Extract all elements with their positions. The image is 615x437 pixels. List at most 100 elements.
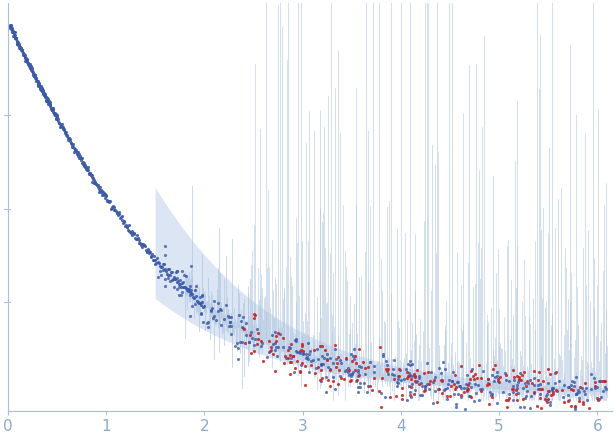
- Point: [224, 314, 234, 321]
- Point: [365, 382, 375, 389]
- Point: [145, 250, 154, 257]
- Point: [87, 173, 97, 180]
- Point: [433, 385, 443, 392]
- Point: [36, 85, 46, 92]
- Point: [256, 338, 266, 345]
- Point: [442, 385, 452, 392]
- Point: [64, 134, 74, 141]
- Point: [211, 316, 221, 323]
- Point: [451, 383, 461, 390]
- Point: [40, 91, 50, 98]
- Point: [172, 267, 182, 274]
- Point: [593, 397, 603, 404]
- Point: [114, 211, 124, 218]
- Point: [44, 99, 54, 106]
- Point: [410, 371, 419, 378]
- Point: [36, 87, 46, 94]
- Point: [571, 390, 581, 397]
- Point: [10, 35, 20, 42]
- Point: [590, 385, 600, 392]
- Point: [31, 78, 41, 85]
- Point: [420, 385, 430, 392]
- Point: [316, 361, 326, 368]
- Point: [179, 272, 189, 279]
- Point: [320, 346, 330, 353]
- Point: [173, 277, 183, 284]
- Point: [142, 249, 152, 256]
- Point: [520, 403, 530, 410]
- Point: [25, 62, 34, 69]
- Point: [185, 288, 195, 295]
- Point: [49, 106, 58, 113]
- Point: [501, 371, 511, 378]
- Point: [177, 283, 186, 290]
- Point: [542, 399, 552, 406]
- Point: [388, 365, 398, 372]
- Point: [301, 355, 311, 362]
- Point: [394, 373, 404, 380]
- Point: [196, 299, 205, 306]
- Point: [46, 101, 55, 108]
- Point: [8, 28, 18, 35]
- Point: [58, 125, 68, 132]
- Point: [224, 323, 234, 330]
- Point: [424, 385, 434, 392]
- Point: [26, 66, 36, 73]
- Point: [512, 373, 522, 380]
- Point: [597, 378, 606, 385]
- Point: [534, 368, 544, 375]
- Point: [292, 357, 302, 364]
- Point: [325, 365, 335, 372]
- Point: [55, 123, 65, 130]
- Point: [405, 392, 415, 399]
- Point: [18, 51, 28, 58]
- Point: [133, 234, 143, 241]
- Point: [190, 300, 200, 307]
- Point: [491, 368, 501, 375]
- Point: [291, 347, 301, 354]
- Point: [392, 382, 402, 389]
- Point: [325, 354, 335, 361]
- Point: [79, 163, 89, 170]
- Point: [464, 379, 474, 386]
- Point: [109, 206, 119, 213]
- Point: [330, 345, 339, 352]
- Point: [20, 57, 30, 64]
- Point: [18, 50, 28, 57]
- Point: [101, 198, 111, 205]
- Point: [95, 187, 105, 194]
- Point: [462, 372, 472, 379]
- Point: [350, 352, 360, 359]
- Point: [245, 332, 255, 339]
- Point: [459, 388, 469, 395]
- Point: [72, 149, 82, 156]
- Point: [465, 376, 475, 383]
- Point: [416, 379, 426, 386]
- Point: [328, 373, 338, 380]
- Point: [578, 400, 588, 407]
- Point: [397, 396, 407, 403]
- Point: [270, 346, 280, 353]
- Point: [545, 399, 555, 406]
- Point: [8, 28, 18, 35]
- Point: [65, 138, 75, 145]
- Point: [586, 370, 596, 377]
- Point: [580, 379, 590, 386]
- Point: [37, 87, 47, 94]
- Point: [156, 271, 165, 278]
- Point: [331, 356, 341, 363]
- Point: [440, 386, 450, 393]
- Point: [543, 388, 553, 395]
- Point: [435, 376, 445, 383]
- Point: [563, 384, 573, 391]
- Point: [41, 96, 51, 103]
- Point: [73, 152, 83, 159]
- Point: [325, 366, 335, 373]
- Point: [10, 29, 20, 36]
- Point: [285, 371, 295, 378]
- Point: [83, 164, 93, 171]
- Point: [426, 377, 435, 384]
- Point: [120, 223, 130, 230]
- Point: [412, 367, 422, 374]
- Point: [335, 357, 344, 364]
